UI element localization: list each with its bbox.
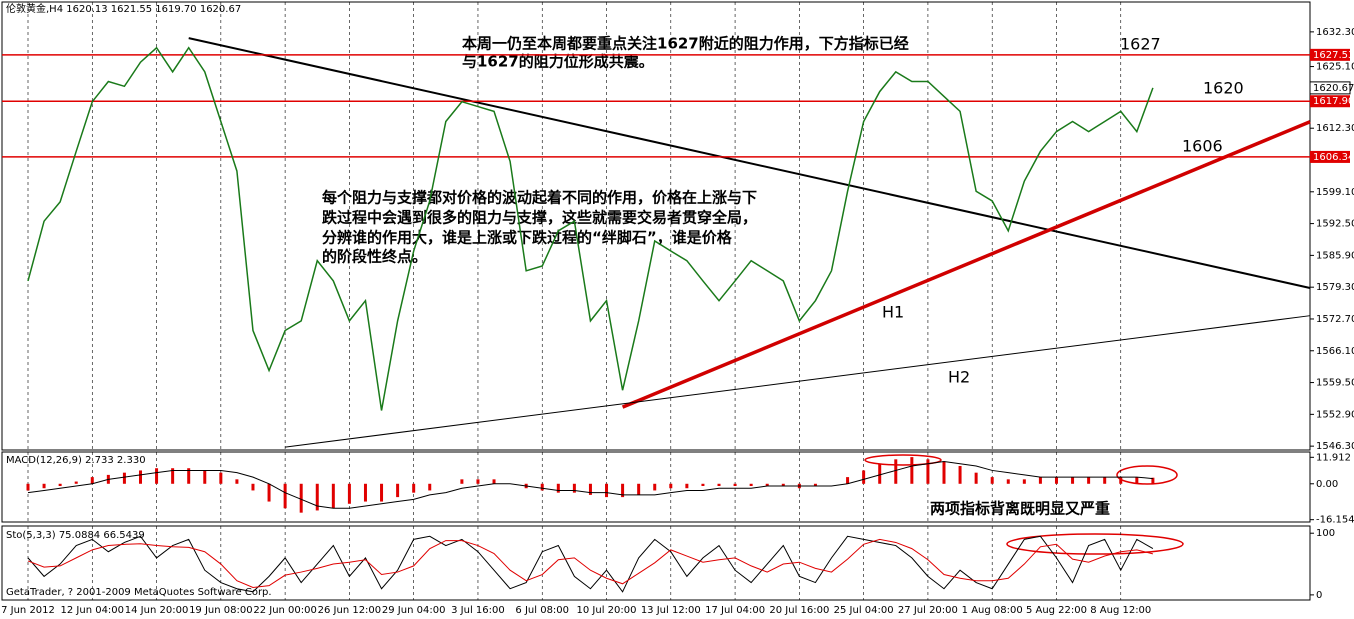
series-line	[27, 46, 1154, 411]
series-line	[27, 538, 1154, 588]
highlight	[1116, 465, 1178, 485]
x-tick-label: 5 Aug 22:00	[1026, 605, 1087, 616]
y-tick-label: 1585.90	[1316, 250, 1354, 261]
annotation: 的阶段性终点。	[322, 248, 427, 266]
y-tick-label: 11.912	[1316, 452, 1351, 463]
highlight	[1006, 533, 1184, 555]
y-tick-label: 0.00	[1316, 479, 1338, 490]
y-tick-label: 1559.50	[1316, 378, 1354, 389]
chart-title: 伦敦黄金,H4 1620.13 1621.55 1619.70 1620.67	[6, 2, 241, 15]
stoch-title: Sto(5,3,3) 75.0884 66.5439	[6, 530, 145, 541]
annotation: 跌过程中会遇到很多的阻力与支撑，这些就需要交易者贯穿全局，	[322, 209, 757, 227]
stoch-pane	[1, 525, 1311, 601]
level-label-bg	[1310, 95, 1350, 108]
level-label: 1606.34	[1313, 152, 1354, 163]
x-tick-label: 29 Jun 04:00	[382, 605, 446, 616]
x-tick-label: 12 Jun 04:00	[61, 605, 125, 616]
y-tick-label: 1579.30	[1316, 282, 1354, 293]
level-label-bg	[1310, 48, 1350, 61]
macd-pane	[1, 451, 1311, 523]
macd-title: MACD(12,26,9) 2.733 2.330	[6, 455, 146, 466]
x-tick-label: 20 Jul 16:00	[769, 605, 829, 616]
annotation: 两项指标背离既明显又严重	[930, 500, 1110, 518]
x-tick-label: 27 Jul 20:00	[898, 605, 958, 616]
y-tick-label: 100	[1316, 528, 1335, 539]
last-price-bg	[1309, 81, 1351, 95]
y-tick-label: 1625.10	[1316, 62, 1354, 73]
line-label: H2	[948, 368, 970, 387]
annotation: 本周一仍至本周都要重点关注1627附近的阻力作用，下方指标已经	[462, 35, 909, 53]
annotation: 与1627的阻力位形成共震。	[462, 53, 654, 71]
y-tick-label: 1566.10	[1316, 346, 1354, 357]
footer: GetaTrader, ? 2001-2009 MetaQuotes Softw…	[6, 587, 272, 598]
level-note: 1620	[1203, 79, 1244, 98]
level-note: 1627	[1120, 35, 1161, 54]
level-label-bg	[1310, 150, 1350, 163]
y-tick-label: 0	[1316, 590, 1322, 601]
x-tick-label: 8 Aug 12:00	[1090, 605, 1151, 616]
highlight	[864, 454, 942, 466]
x-tick-label: 26 Jun 12:00	[318, 605, 382, 616]
y-tick-label: 1599.10	[1316, 187, 1354, 198]
x-tick-label: 6 Jul 08:00	[515, 605, 569, 616]
y-tick-label: 1552.90	[1316, 409, 1354, 420]
y-tick-label: 1546.30	[1316, 441, 1354, 452]
price-pane	[1, 1, 1311, 451]
annotation: 分辨谁的作用大，谁是上涨或下跌过程的“绊脚石”，谁是价格	[322, 229, 733, 247]
x-tick-label: 22 Jun 00:00	[253, 605, 317, 616]
trend-line	[188, 37, 1311, 289]
annotation: 每个阻力与支撑都对价格的波动起着不同的作用，价格在上涨与下	[322, 189, 757, 207]
x-tick-label: 14 Jun 20:00	[125, 605, 189, 616]
x-tick-label: 7 Jun 2012	[1, 605, 55, 616]
y-tick-label: 1572.70	[1316, 314, 1354, 325]
y-tick-label: 1592.50	[1316, 219, 1354, 230]
y-tick-label: 1612.30	[1316, 123, 1354, 134]
x-tick-label: 17 Jul 04:00	[705, 605, 765, 616]
y-tick-label: 1632.30	[1316, 27, 1354, 38]
x-tick-label: 10 Jul 20:00	[577, 605, 637, 616]
level-label: 1627.53	[1313, 50, 1354, 61]
x-tick-label: 25 Jul 04:00	[834, 605, 894, 616]
x-tick-label: 19 Jun 08:00	[189, 605, 253, 616]
level-label: 1617.90	[1313, 96, 1354, 107]
y-tick-label: -16.154	[1316, 515, 1354, 526]
trend-line	[621, 120, 1311, 409]
last-price: 1620.67	[1313, 83, 1354, 94]
x-tick-label: 13 Jul 12:00	[641, 605, 701, 616]
level-note: 1606	[1182, 137, 1223, 156]
series-line	[27, 535, 1154, 593]
series-line	[27, 461, 1153, 509]
line-label: H1	[882, 303, 904, 322]
x-tick-label: 1 Aug 08:00	[962, 605, 1023, 616]
trend-line	[285, 315, 1311, 448]
x-tick-label: 3 Jul 16:00	[451, 605, 505, 616]
